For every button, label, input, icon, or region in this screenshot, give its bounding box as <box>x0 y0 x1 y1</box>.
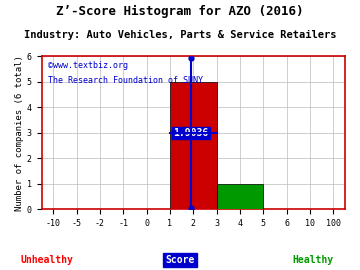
Text: Score: Score <box>165 255 195 265</box>
Text: 1.9036: 1.9036 <box>174 128 209 138</box>
Text: Industry: Auto Vehicles, Parts & Service Retailers: Industry: Auto Vehicles, Parts & Service… <box>24 30 336 40</box>
Y-axis label: Number of companies (6 total): Number of companies (6 total) <box>15 55 24 211</box>
Text: Unhealthy: Unhealthy <box>21 255 73 265</box>
Bar <box>217 184 263 209</box>
Text: ©www.textbiz.org: ©www.textbiz.org <box>48 61 127 70</box>
Bar <box>170 82 217 209</box>
Text: Healthy: Healthy <box>293 255 334 265</box>
Text: The Research Foundation of SUNY: The Research Foundation of SUNY <box>48 76 203 85</box>
Text: Z’-Score Histogram for AZO (2016): Z’-Score Histogram for AZO (2016) <box>56 5 304 18</box>
